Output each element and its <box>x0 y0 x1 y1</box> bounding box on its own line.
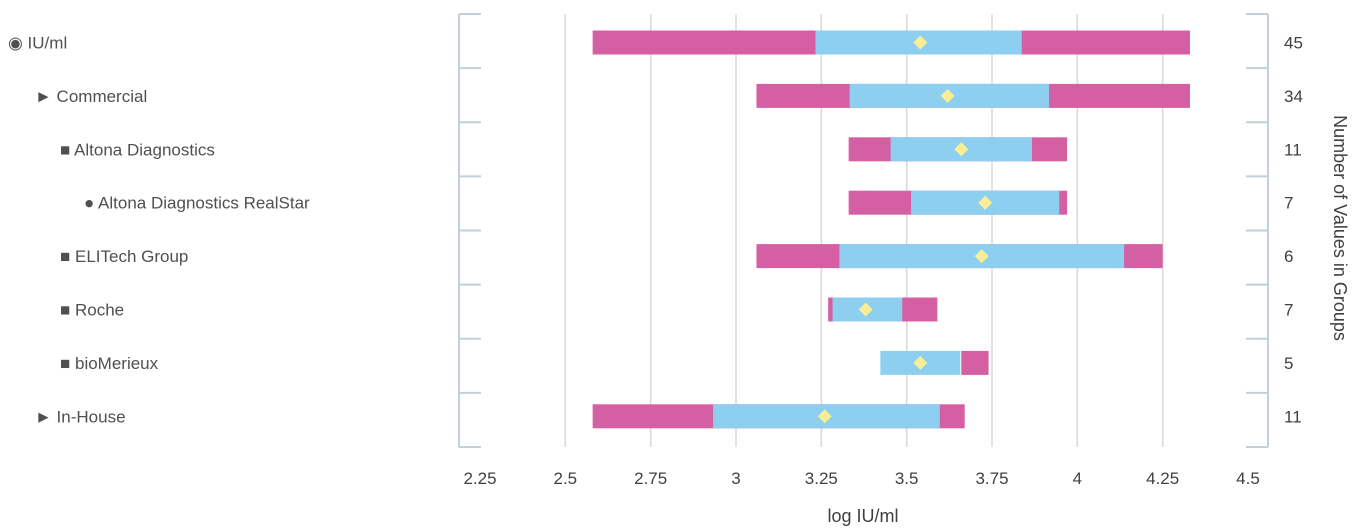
count-labels: 45 34 11 7 6 7 5 11 <box>1284 34 1303 427</box>
x-tick-label: 3.75 <box>975 469 1008 488</box>
bar-group <box>828 297 938 322</box>
count-label: 11 <box>1284 140 1302 159</box>
mean-marker <box>954 142 969 157</box>
mean-marker <box>913 35 928 50</box>
left-axis <box>458 13 481 448</box>
count-label: 7 <box>1284 301 1293 320</box>
category-label: ■ bioMerieux <box>60 354 159 373</box>
right-axis <box>1246 13 1269 448</box>
count-label: 45 <box>1284 34 1303 53</box>
x-tick-label: 4.5 <box>1236 469 1260 488</box>
x-tick-labels: 2.25 2.5 2.75 3 3.25 3.5 3.75 4 4.25 4.5 <box>463 469 1259 488</box>
x-axis-title: log IU/ml <box>827 506 898 526</box>
bar-group <box>848 137 1068 162</box>
count-label: 5 <box>1284 354 1293 373</box>
outer-range-bar <box>961 350 989 375</box>
x-tick-label: 3.5 <box>895 469 919 488</box>
category-label: ■ Altona Diagnostics <box>60 140 215 159</box>
bars <box>592 30 1190 429</box>
x-tick-label: 2.5 <box>554 469 578 488</box>
mean-marker <box>913 355 928 370</box>
bar-group <box>756 244 1163 269</box>
x-tick-label: 3.25 <box>805 469 838 488</box>
mean-marker <box>940 88 955 103</box>
mean-marker <box>978 195 993 210</box>
x-tick-label: 3 <box>731 469 740 488</box>
mean-marker <box>858 302 873 317</box>
category-label: ◉ IU/ml <box>8 34 67 53</box>
category-label: ► In-House <box>35 407 126 426</box>
x-tick-label: 4 <box>1073 469 1082 488</box>
category-label: ► Commercial <box>35 87 147 106</box>
bar-group <box>592 404 965 429</box>
mean-marker <box>974 249 989 264</box>
bar-group <box>756 83 1190 108</box>
category-labels: ◉ IU/ml ► Commercial ■ Altona Diagnostics ●… <box>8 34 310 427</box>
bar-group <box>848 190 1068 215</box>
count-label: 6 <box>1284 247 1293 266</box>
count-label: 7 <box>1284 194 1293 213</box>
y2-axis-title: Number of Values in Groups <box>1330 115 1350 341</box>
category-label: ■ ELITech Group <box>60 247 188 266</box>
mean-marker <box>817 409 832 424</box>
category-label: ■ Roche <box>60 301 124 320</box>
count-label: 11 <box>1284 407 1302 426</box>
bar-group <box>592 30 1190 55</box>
x-tick-label: 2.75 <box>634 469 667 488</box>
grid-lines <box>564 14 1164 447</box>
category-label: ● Altona Diagnostics RealStar <box>84 194 310 213</box>
x-tick-label: 2.25 <box>463 469 496 488</box>
bar-group <box>880 350 989 375</box>
count-label: 34 <box>1284 87 1303 106</box>
x-tick-label: 4.25 <box>1146 469 1179 488</box>
